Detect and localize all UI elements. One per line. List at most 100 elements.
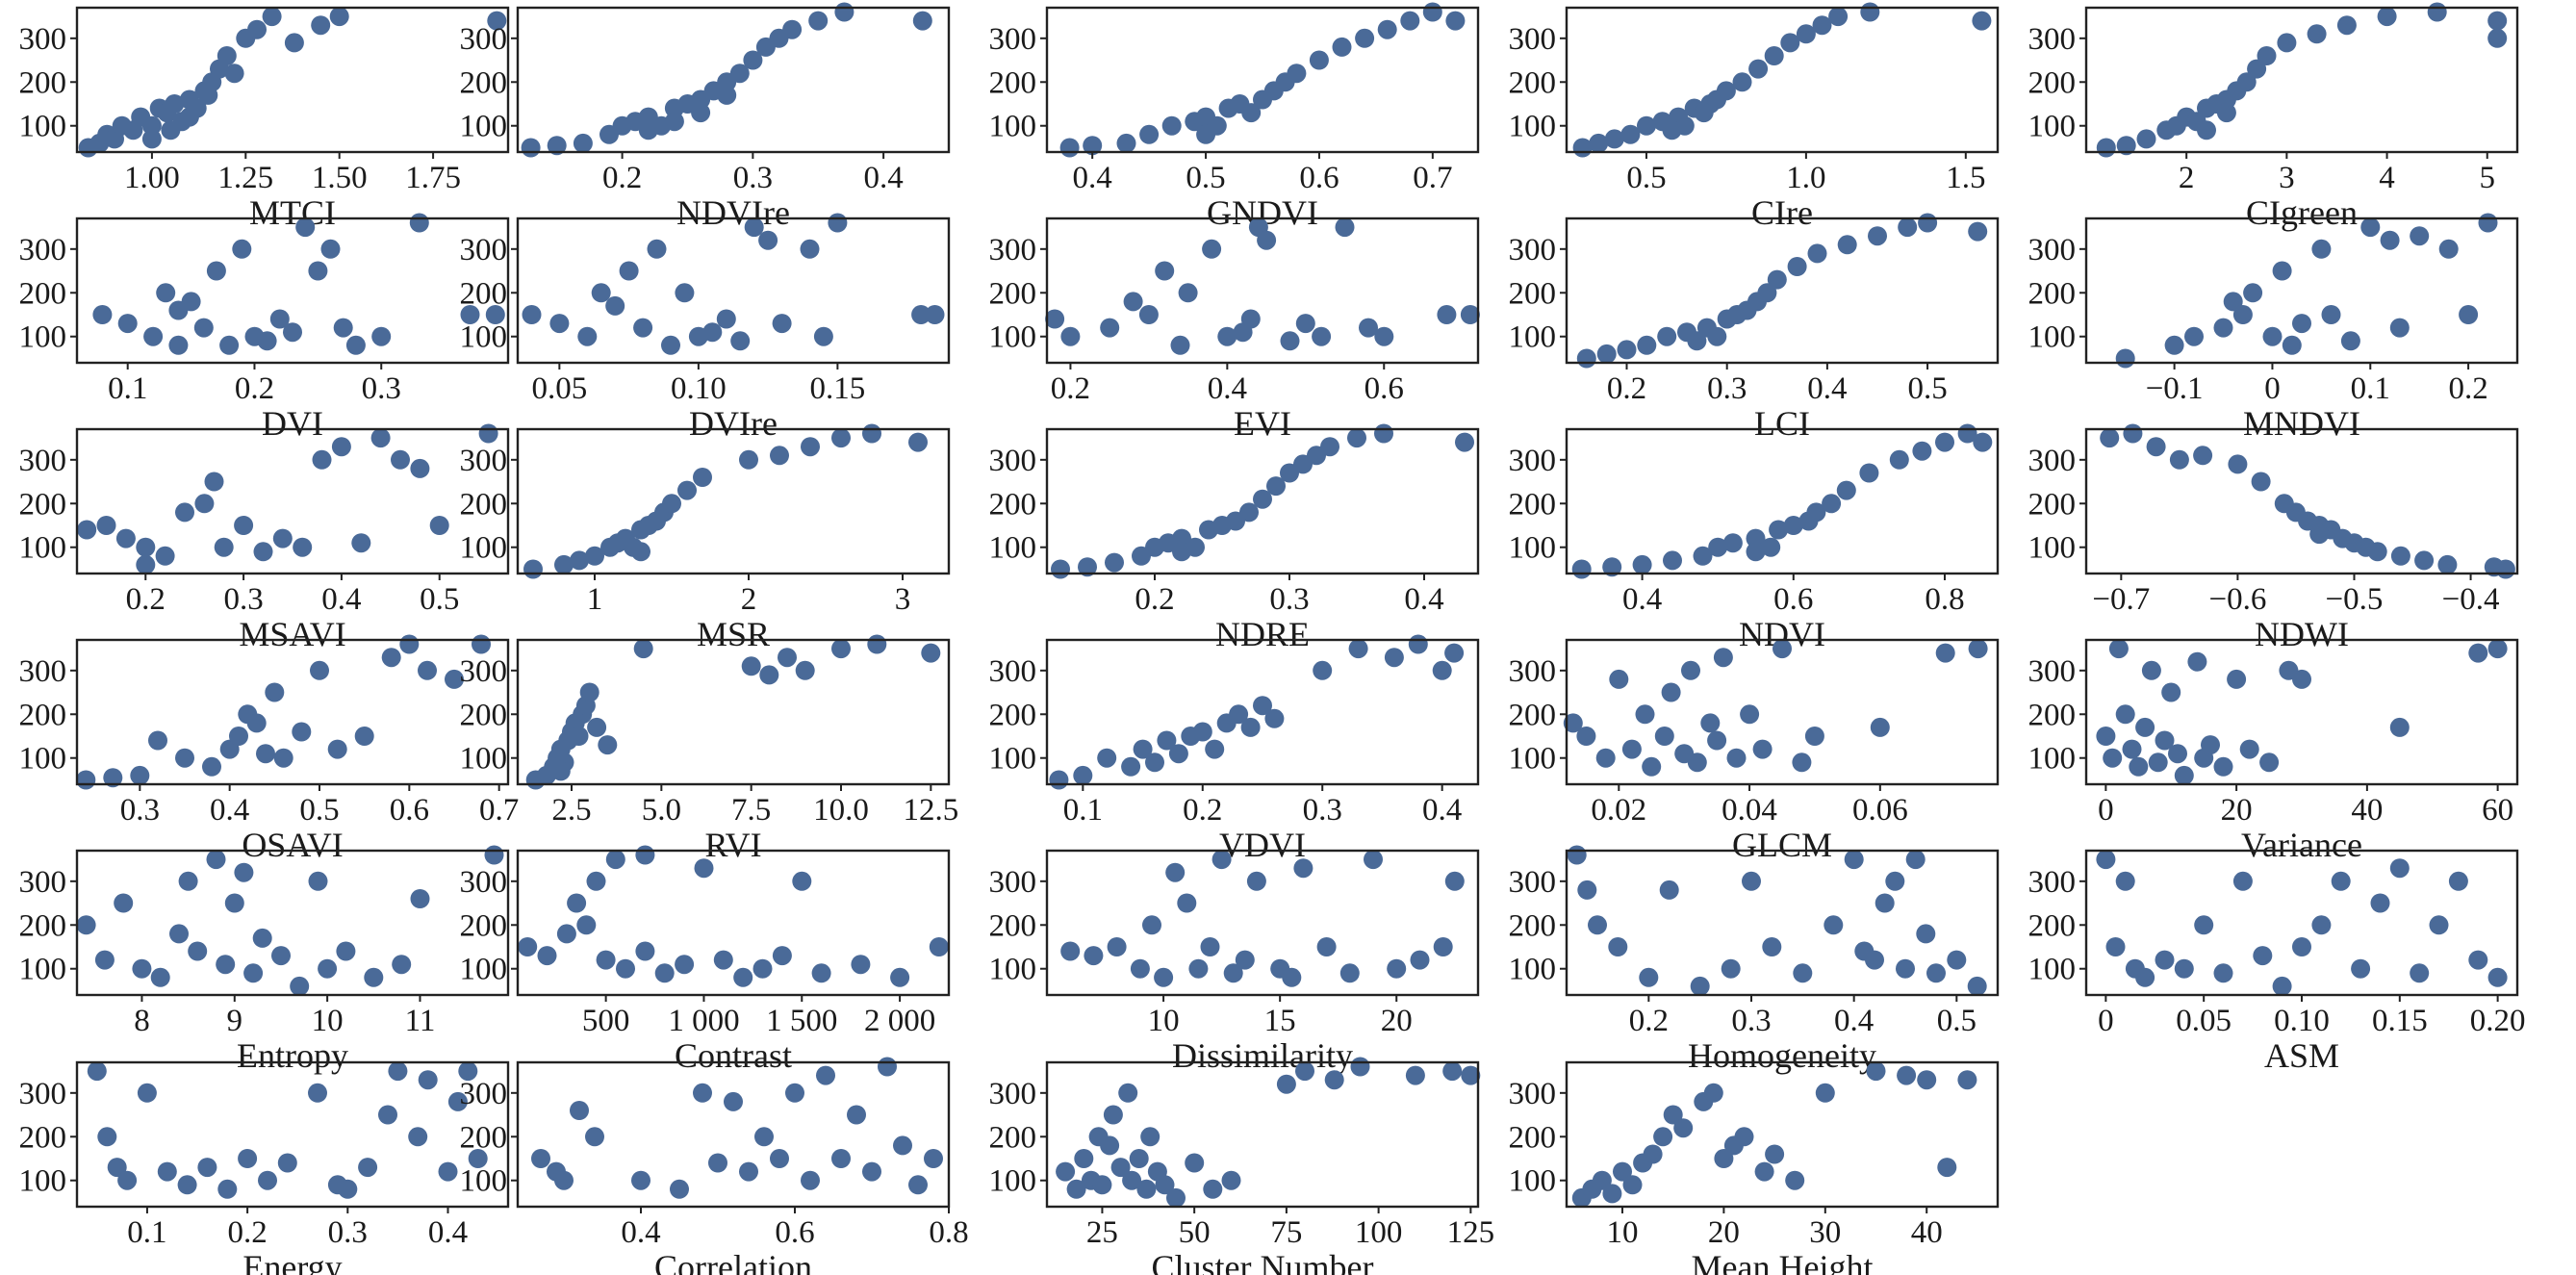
data-point	[1060, 326, 1081, 346]
data-point	[1196, 124, 1216, 144]
data-point	[76, 770, 96, 790]
data-point	[1264, 708, 1285, 728]
data-point	[1637, 335, 1657, 355]
data-point	[1049, 770, 1069, 790]
data-point	[2311, 915, 2332, 935]
data-point	[1742, 871, 1761, 891]
data-point	[911, 305, 931, 324]
data-point	[2129, 756, 2149, 777]
data-point	[1100, 318, 1120, 338]
y-tick-label: 200	[2028, 698, 2077, 732]
x-tick-label: 0.3	[1269, 582, 1309, 617]
data-point	[1732, 72, 1752, 92]
data-point	[1400, 11, 1420, 31]
data-point	[472, 634, 491, 654]
y-tick-label: 200	[460, 65, 508, 100]
data-point	[1707, 730, 1727, 751]
data-point	[570, 1101, 589, 1120]
data-point	[1746, 542, 1766, 562]
y-tick-label: 200	[1509, 276, 1557, 311]
data-point	[733, 967, 753, 987]
x-tick-label: 0.3	[362, 371, 401, 406]
data-point	[1178, 283, 1198, 303]
x-tick-label: 0.2	[2448, 371, 2487, 406]
data-point	[2146, 437, 2166, 457]
data-point	[2155, 950, 2175, 970]
panel-mndvi: 100 200 300 −0.1 0 0.1 0.2 MNDVI	[2028, 213, 2519, 443]
data-point	[1374, 423, 1393, 444]
x-tick-label: 0.15	[810, 371, 866, 406]
y-tick-label: 100	[989, 320, 1037, 355]
data-point	[800, 239, 820, 259]
data-point	[1868, 226, 1887, 246]
x-tick-label: 0	[2098, 1004, 2114, 1038]
data-point	[1074, 1149, 1094, 1168]
data-point	[691, 103, 711, 123]
data-point	[2213, 963, 2233, 983]
data-point	[1129, 1149, 1149, 1168]
data-point	[329, 7, 349, 27]
x-tick-label: 0.2	[227, 1215, 267, 1250]
data-point	[1602, 557, 1622, 577]
x-tick-label: 500	[582, 1004, 630, 1038]
data-point	[1707, 326, 1727, 346]
x-tick-label: 0.06	[1852, 793, 1908, 828]
data-point	[2487, 639, 2508, 659]
x-tick-label: 0.4	[1622, 582, 1662, 617]
data-point	[2468, 950, 2488, 970]
data-point	[253, 542, 273, 562]
data-point	[1107, 937, 1127, 956]
data-point	[392, 955, 412, 975]
plot-frame	[516, 427, 951, 575]
data-point	[234, 862, 254, 882]
plot-frame	[2084, 427, 2519, 575]
data-point	[2253, 946, 2273, 966]
data-point	[1223, 963, 1243, 983]
data-point	[537, 946, 557, 966]
panel-cire: 100 200 300 0.5 1.0 1.5 CIre	[1509, 2, 2000, 232]
data-point	[633, 318, 653, 338]
y-tick-label: 200	[989, 487, 1037, 522]
data-point	[2487, 28, 2508, 48]
data-point	[1592, 1170, 1612, 1190]
data-point	[1661, 682, 1681, 702]
data-point	[759, 665, 779, 685]
y-tick-label: 100	[1509, 110, 1557, 144]
x-tick-label: 0.8	[929, 1215, 968, 1250]
data-point	[1324, 1070, 1344, 1090]
data-point	[1051, 559, 1070, 579]
data-point	[1103, 1105, 1123, 1125]
data-point	[1188, 958, 1209, 979]
data-point	[2351, 958, 2371, 979]
data-point	[1968, 639, 1988, 659]
data-point	[1461, 1065, 1481, 1085]
data-point	[1097, 748, 1117, 768]
data-point	[283, 322, 302, 343]
panel-glcm: 100 200 300 0.02 0.04 0.06 GLCM	[1509, 638, 2000, 864]
panel-variance: 100 200 300 0 20 40 60 Variance	[2028, 638, 2519, 864]
data-point	[1752, 739, 1773, 759]
data-point	[458, 1061, 478, 1082]
data-point	[1293, 858, 1314, 879]
data-point	[2122, 739, 2142, 759]
data-point	[77, 520, 97, 540]
data-point	[2277, 33, 2297, 53]
data-point	[2427, 2, 2447, 22]
data-point	[851, 955, 871, 975]
x-tick-label: 0.4	[1834, 1004, 1874, 1038]
x-tick-label: −0.6	[2208, 582, 2266, 617]
y-tick-label: 200	[2028, 487, 2077, 522]
data-point	[2096, 727, 2116, 746]
data-point	[2340, 331, 2360, 351]
data-point	[169, 924, 189, 944]
data-point	[2321, 305, 2341, 324]
x-tick-label: 3	[2279, 161, 2295, 195]
data-point	[1604, 129, 1624, 149]
x-tick-label: 0.02	[1591, 793, 1646, 828]
data-point	[2243, 283, 2263, 303]
data-point	[1918, 213, 1938, 233]
x-axis-label: MNDVI	[2243, 404, 2360, 443]
y-tick-label: 200	[1509, 65, 1557, 100]
data-point	[1168, 744, 1188, 764]
x-axis-label: OSAVI	[242, 826, 343, 864]
